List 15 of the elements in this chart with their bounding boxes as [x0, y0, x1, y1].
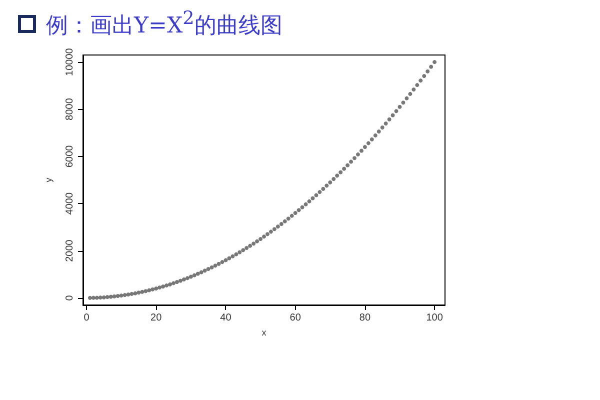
y-tick-label: 10000 [64, 48, 76, 76]
x-tick-label: 20 [150, 312, 162, 324]
y-tick-label: 6000 [64, 144, 76, 168]
x-tick-label: 40 [220, 312, 232, 324]
x-tick-label: 80 [359, 312, 371, 324]
y-axis-title: y [44, 177, 54, 182]
x-tick-label: 100 [426, 312, 444, 324]
y-tick-label: 8000 [64, 98, 76, 120]
x-tick-label: 60 [290, 312, 302, 324]
x-tick-label: 0 [84, 312, 90, 324]
chart-title: 例：画出Y=X$^{2}$的曲线图 [46, 8, 282, 40]
y-tick-label: 4000 [64, 192, 76, 215]
y-tick-label: 0 [64, 294, 76, 301]
y-tick-label: 2000 [64, 239, 76, 262]
x-axis-title: x [262, 327, 267, 338]
